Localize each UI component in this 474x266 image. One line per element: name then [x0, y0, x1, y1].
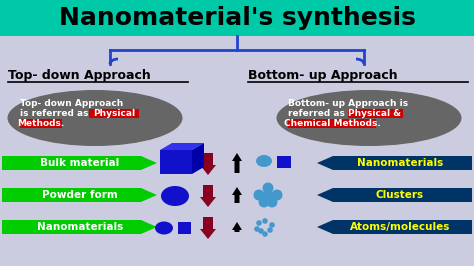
- Text: Physical &: Physical &: [348, 109, 401, 118]
- Circle shape: [267, 227, 273, 233]
- Circle shape: [262, 231, 268, 237]
- Ellipse shape: [256, 155, 272, 167]
- Ellipse shape: [8, 90, 182, 146]
- FancyArrow shape: [200, 153, 216, 175]
- Bar: [0, 0, 474, 36]
- Bar: [288, 119, 376, 128]
- Text: Bottom- up Approach: Bottom- up Approach: [248, 69, 398, 82]
- Ellipse shape: [276, 90, 462, 146]
- Text: Methods.: Methods.: [18, 118, 64, 127]
- FancyArrow shape: [200, 217, 216, 239]
- Text: Chemical Methods.: Chemical Methods.: [283, 118, 380, 127]
- Text: Physical: Physical: [93, 109, 135, 118]
- Ellipse shape: [155, 222, 173, 235]
- Circle shape: [254, 226, 260, 232]
- FancyArrow shape: [232, 153, 242, 173]
- Bar: [20, 119, 62, 128]
- Circle shape: [262, 218, 268, 224]
- Bar: [0, 36, 474, 266]
- Text: Nanomaterials: Nanomaterials: [37, 222, 123, 232]
- Circle shape: [263, 182, 273, 193]
- Text: Top- down Approach: Top- down Approach: [8, 69, 151, 82]
- Circle shape: [263, 189, 273, 201]
- FancyArrow shape: [232, 222, 242, 232]
- Bar: [178, 222, 191, 234]
- Text: Nanomaterial's synthesis: Nanomaterial's synthesis: [59, 6, 415, 30]
- Text: Clusters: Clusters: [376, 190, 424, 200]
- Circle shape: [254, 189, 264, 201]
- FancyArrow shape: [2, 156, 157, 170]
- Circle shape: [256, 220, 262, 226]
- Text: Top- down Approach: Top- down Approach: [20, 98, 123, 107]
- Polygon shape: [160, 143, 204, 150]
- Circle shape: [269, 222, 275, 228]
- Bar: [160, 150, 192, 174]
- FancyArrow shape: [317, 188, 472, 202]
- Text: referred as: referred as: [288, 109, 348, 118]
- FancyArrow shape: [317, 220, 472, 234]
- Circle shape: [266, 197, 277, 207]
- Circle shape: [258, 228, 264, 234]
- Circle shape: [258, 197, 270, 207]
- Text: Powder form: Powder form: [42, 190, 118, 200]
- Text: Bottom- up Approach is: Bottom- up Approach is: [288, 98, 408, 107]
- FancyArrow shape: [2, 220, 157, 234]
- Text: Atoms/molecules: Atoms/molecules: [350, 222, 450, 232]
- FancyArrow shape: [200, 185, 216, 207]
- Circle shape: [272, 189, 283, 201]
- Text: is referred as: is referred as: [20, 109, 91, 118]
- Polygon shape: [192, 143, 204, 174]
- FancyArrow shape: [317, 156, 472, 170]
- Bar: [277, 156, 291, 168]
- Ellipse shape: [161, 186, 189, 206]
- Text: Bulk material: Bulk material: [40, 158, 119, 168]
- Bar: [89, 109, 139, 118]
- FancyArrow shape: [2, 188, 157, 202]
- Bar: [348, 109, 403, 118]
- FancyArrow shape: [232, 187, 242, 203]
- Text: Nanomaterials: Nanomaterials: [357, 158, 443, 168]
